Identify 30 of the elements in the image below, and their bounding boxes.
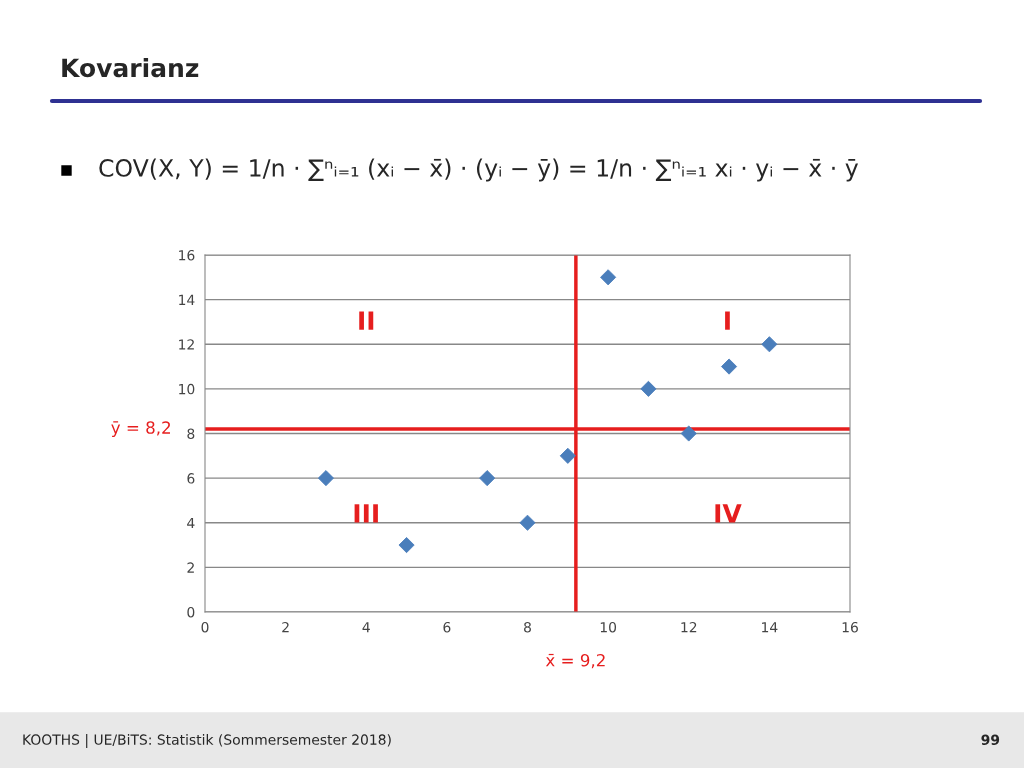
y-tick-label: 2 [187, 562, 194, 573]
point [600, 269, 617, 286]
x-tick-label: 10 [600, 621, 617, 633]
ref-line-label: ȳ = 8,2 [111, 421, 170, 438]
text: 99 [981, 734, 1000, 746]
x-tick-label: 2 [282, 621, 289, 633]
x-tick-label: 0 [201, 621, 209, 633]
y-tick-label: 16 [179, 249, 195, 261]
annotation: IV [715, 504, 742, 523]
ref-line-label: x̄ = 9,2 [545, 653, 605, 669]
x-tick-label: 8 [524, 621, 531, 633]
x-tick-label: 4 [362, 622, 370, 633]
y-tick-label: 4 [187, 517, 195, 529]
y-tick-label: 8 [187, 428, 195, 439]
y-tick-label: 6 [187, 473, 195, 484]
chart-title: Kovarianz [62, 57, 199, 78]
y-tick-label: 0 [187, 606, 195, 618]
x-tick-label: 16 [842, 621, 858, 633]
x-tick-label: 14 [762, 622, 778, 633]
annotation: II [359, 311, 374, 330]
y-tick-label: 14 [179, 294, 195, 305]
x-tick-label: 12 [681, 621, 697, 633]
annotation: I [725, 311, 730, 330]
chart-subtitle: COV(X, Y) = 1/n · ∑ⁿᵢ₌₁ (xᵢ − x̄) · (yᵢ − ȳ) = 1/n · ∑ⁿᵢ₌₁ xᵢ · yᵢ − x̄ · ȳ [99, 158, 859, 182]
x-tick-label: 6 [443, 621, 451, 633]
annotation: III [354, 504, 378, 523]
point [398, 537, 415, 554]
text: KOOTHS | UE/BiTS: Statistik (Sommersemester 2018) [23, 734, 391, 748]
y-tick-label: 12 [179, 339, 194, 350]
y-tick-label: 10 [179, 383, 195, 395]
